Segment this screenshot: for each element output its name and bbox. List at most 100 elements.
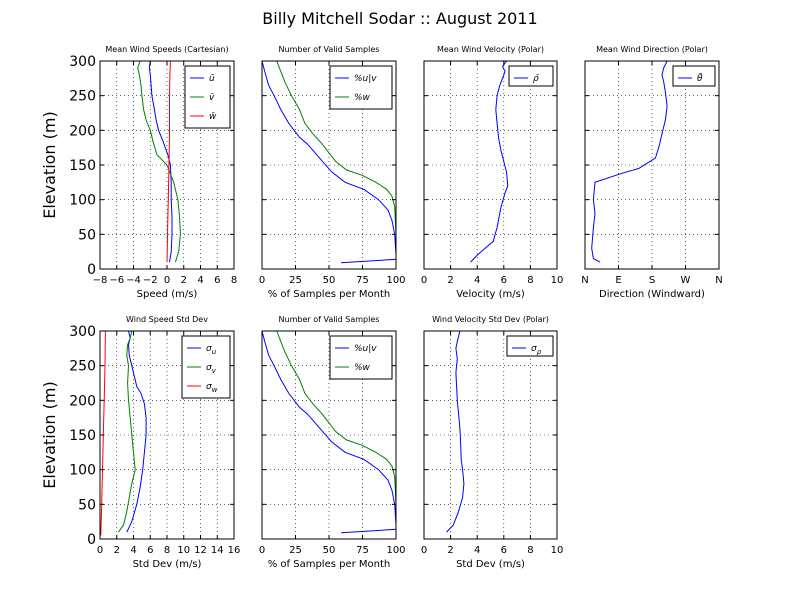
legend: σu σv σw	[181, 335, 231, 399]
y-tick-label: 300	[69, 324, 96, 340]
x-tick-label: −4	[126, 275, 141, 286]
y-tick-label: 250	[69, 359, 96, 375]
panel-p3: 0 2 4 6 8 10 Mean Wind Velocity (Polar) Velocit…	[421, 45, 564, 300]
x-axis-label: Direction (Windward)	[599, 289, 705, 300]
legend: %u|v %w	[329, 335, 393, 380]
y-tick-label: 50	[78, 497, 96, 513]
x-tick-label: 4	[474, 545, 480, 556]
x-tick-label: 2	[114, 545, 120, 556]
x-tick-label: 50	[323, 545, 336, 556]
x-tick-label: 10	[177, 545, 190, 556]
x-tick-label: 16	[228, 545, 241, 556]
x-tick-label: 6	[501, 275, 507, 286]
panel-p6: 0 25 50 75 100 Number of Valid Samples % of Sa…	[259, 315, 406, 570]
x-tick-label: 0	[259, 545, 265, 556]
y-tick-label: 150	[69, 428, 96, 444]
x-tick-label: W	[681, 275, 691, 286]
legend-label: %w	[354, 363, 371, 373]
y-tick-label: 300	[69, 54, 96, 70]
legend-box	[329, 335, 393, 380]
x-axis-label: Std Dev (m/s)	[456, 559, 525, 570]
x-tick-label: S	[649, 275, 655, 286]
y-tick-label: 250	[69, 89, 96, 105]
series-line-p1-1	[137, 60, 181, 263]
legend: ρ̄	[508, 65, 554, 87]
x-tick-label: 2	[181, 275, 187, 286]
axes-frame	[423, 330, 558, 540]
legend: σρ	[506, 335, 554, 357]
x-tick-label: −6	[109, 275, 124, 286]
legend: ū v̄ w̄	[184, 65, 231, 129]
legend-box	[329, 65, 393, 110]
x-tick-label: N	[715, 275, 722, 286]
x-tick-label: 6	[501, 545, 507, 556]
legend-label: ū	[209, 74, 215, 84]
axes-frame	[423, 60, 558, 270]
x-tick-label: 0	[259, 275, 265, 286]
y-tick-label: 100	[69, 463, 96, 479]
x-axis-label: Std Dev (m/s)	[133, 559, 202, 570]
x-axis-label: % of Samples per Month	[268, 559, 391, 570]
legend: θ̄	[672, 65, 716, 87]
x-tick-label: 4	[474, 275, 480, 286]
x-tick-label: 0	[421, 275, 427, 286]
series-line-p5-0	[126, 330, 147, 533]
legend-label: %u|v	[354, 74, 377, 84]
panel-title: Wind Velocity Std Dev (Polar)	[432, 315, 549, 324]
legend: %u|v %w	[329, 65, 393, 110]
figure-title: Billy Mitchell Sodar :: August 2011	[262, 9, 538, 28]
x-tick-label: −2	[143, 275, 158, 286]
series-line-p4-0	[591, 60, 668, 263]
x-axis-label: Velocity (m/s)	[456, 289, 525, 300]
legend-label: σρ	[531, 344, 542, 356]
x-axis-label: % of Samples per Month	[268, 289, 391, 300]
x-tick-label: 2	[447, 545, 453, 556]
legend-label: w̄	[209, 112, 217, 122]
legend-box	[508, 65, 554, 87]
x-tick-label: −8	[93, 275, 108, 286]
x-tick-label: 75	[356, 275, 369, 286]
x-tick-label: 8	[527, 545, 533, 556]
x-tick-label: 75	[356, 545, 369, 556]
x-tick-label: 6	[214, 275, 220, 286]
x-tick-label: 25	[289, 545, 302, 556]
y-tick-label: 0	[87, 532, 96, 548]
x-tick-label: 100	[386, 275, 405, 286]
x-tick-label: 2	[447, 275, 453, 286]
y-axis-label: Elevation (m)	[40, 111, 59, 218]
y-tick-label: 100	[69, 193, 96, 209]
x-tick-label: 100	[386, 545, 405, 556]
x-tick-label: 10	[551, 545, 564, 556]
series-line-p7-0	[446, 330, 465, 533]
x-tick-label: 25	[289, 275, 302, 286]
panel-title: Mean Wind Direction (Polar)	[596, 45, 708, 54]
panel-title: Mean Wind Speeds (Cartesian)	[105, 45, 228, 54]
legend-label: v̄	[209, 93, 215, 103]
y-axis-label: Elevation (m)	[40, 381, 59, 488]
legend-label: %u|v	[354, 344, 377, 354]
panel-title: Number of Valid Samples	[279, 45, 380, 54]
panel-title: Number of Valid Samples	[279, 315, 380, 324]
x-axis-label: Speed (m/s)	[137, 289, 198, 300]
x-tick-label: 8	[527, 275, 533, 286]
x-tick-label: 50	[323, 275, 336, 286]
series-line-p5-1	[117, 330, 136, 533]
y-tick-label: 0	[87, 262, 96, 278]
legend-label: ρ̄	[533, 74, 540, 84]
y-tick-label: 150	[69, 158, 96, 174]
y-tick-label: 200	[69, 393, 96, 409]
x-tick-label: 12	[194, 545, 207, 556]
y-tick-label: 50	[78, 227, 96, 243]
legend-label: σv	[206, 363, 217, 375]
x-tick-label: 6	[147, 545, 153, 556]
y-tick-label: 200	[69, 123, 96, 139]
x-tick-label: 0	[97, 545, 103, 556]
x-tick-label: 4	[130, 545, 136, 556]
x-tick-label: N	[581, 275, 588, 286]
series-line-p1-0	[148, 60, 173, 263]
legend-label: θ̄	[697, 72, 703, 84]
